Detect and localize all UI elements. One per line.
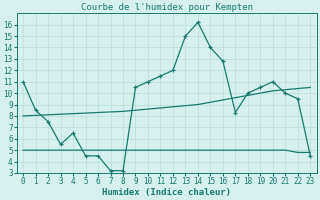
Title: Courbe de l'humidex pour Kempten: Courbe de l'humidex pour Kempten [81, 3, 253, 12]
X-axis label: Humidex (Indice chaleur): Humidex (Indice chaleur) [102, 188, 231, 197]
